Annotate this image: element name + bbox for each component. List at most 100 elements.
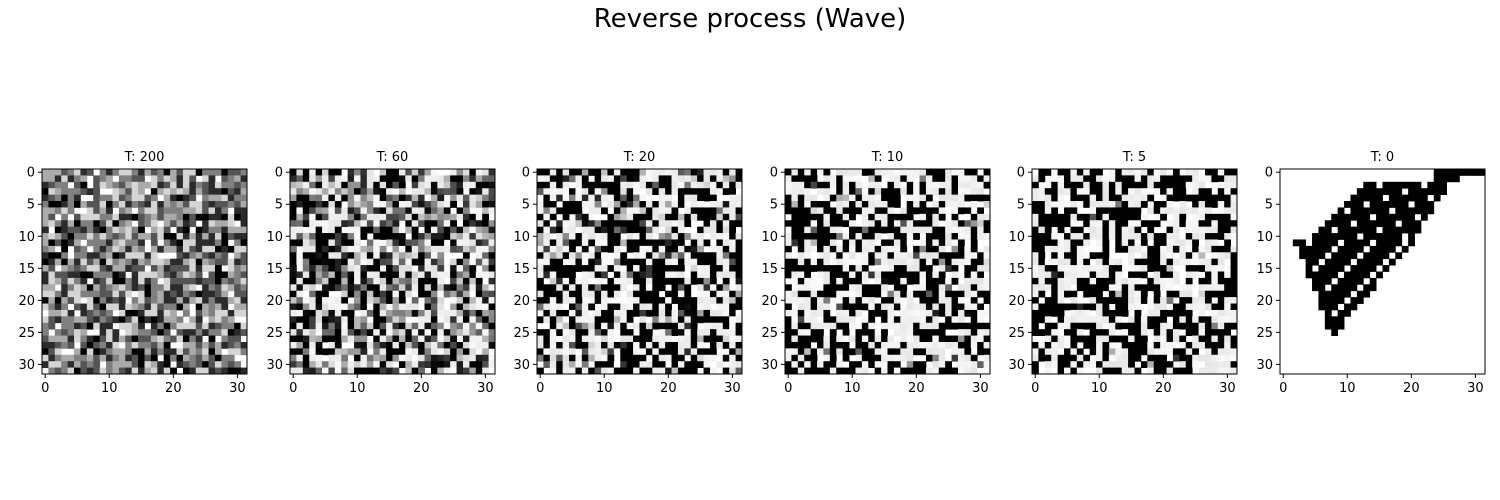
heatmap-cell [735, 367, 743, 375]
heatmap-cell [1134, 284, 1142, 292]
heatmap-cell [360, 367, 368, 375]
heatmap-cell [626, 169, 634, 176]
axes-frame [536, 168, 743, 375]
heatmap-cell [456, 213, 464, 221]
heatmap-cell [1185, 277, 1193, 285]
heatmap-cell [1076, 277, 1084, 285]
heatmap-cell [42, 335, 49, 343]
heatmap-cell [1185, 367, 1193, 375]
heatmap-cell [322, 226, 329, 234]
heatmap-cell [709, 252, 717, 260]
heatmap-cell [125, 188, 133, 196]
heatmap-cell [817, 220, 824, 228]
heatmap-cell [836, 361, 844, 368]
heatmap-cell [932, 181, 940, 189]
heatmap-cell [322, 284, 329, 292]
heatmap-cell [677, 233, 685, 240]
heatmap-cell [1083, 220, 1091, 228]
heatmap-cell [302, 213, 310, 221]
heatmap-cell [392, 341, 400, 349]
heatmap-cell [195, 169, 203, 176]
heatmap-cell [418, 335, 425, 343]
heatmap-cell [817, 271, 824, 279]
heatmap-cell [315, 322, 323, 330]
heatmap-cell [482, 348, 489, 356]
heatmap-cell [645, 329, 653, 336]
heatmap-cell [1363, 265, 1371, 272]
heatmap-cell [543, 245, 551, 253]
heatmap-cell [1076, 354, 1084, 362]
heatmap-cell [1096, 213, 1103, 221]
heatmap-cell [652, 284, 660, 292]
heatmap-cell [430, 207, 438, 215]
heatmap-cell [1096, 201, 1103, 208]
x-tick-label: 0 [41, 381, 49, 396]
heatmap-cell [938, 284, 946, 292]
heatmap-cell [1198, 284, 1206, 292]
heatmap-cell [170, 322, 177, 330]
heatmap-cell [176, 271, 184, 279]
heatmap-cell [1096, 284, 1103, 292]
heatmap-cell [716, 322, 724, 330]
heatmap-cell [626, 335, 634, 343]
heatmap-cell [1324, 316, 1332, 324]
heatmap-cell [703, 290, 711, 298]
heatmap-cell [1166, 245, 1174, 253]
heatmap-cell [118, 252, 126, 260]
heatmap-cell [1032, 284, 1039, 292]
heatmap-cell [1369, 258, 1377, 266]
heatmap-cell [588, 201, 596, 208]
heatmap-cell [970, 322, 978, 330]
heatmap-cell [163, 239, 171, 247]
heatmap-cell [893, 188, 901, 196]
heatmap-cell [1198, 188, 1206, 196]
heatmap-cell [418, 290, 425, 298]
heatmap-cell [488, 290, 496, 298]
heatmap-cell [74, 367, 81, 375]
heatmap-cell [601, 188, 608, 196]
heatmap-cell [906, 303, 914, 311]
heatmap-cell [626, 309, 634, 317]
heatmap-cell [202, 309, 209, 317]
heatmap-cell [334, 252, 342, 260]
heatmap-cell [1356, 245, 1364, 253]
heatmap-cell [437, 181, 445, 189]
heatmap-cell [658, 188, 666, 196]
heatmap-cell [475, 181, 483, 189]
heatmap-cell [900, 188, 908, 196]
heatmap-cell [703, 284, 711, 292]
heatmap-cell [690, 181, 698, 189]
heatmap-cell [450, 316, 457, 324]
heatmap-cell [322, 207, 329, 215]
heatmap-cell [1115, 233, 1123, 240]
heatmap-cell [1166, 258, 1174, 266]
heatmap-cell [1147, 303, 1155, 311]
heatmap-cell [977, 277, 984, 285]
heatmap-cell [1038, 284, 1046, 292]
heatmap-cell [709, 201, 717, 208]
heatmap-cell [855, 329, 863, 336]
heatmap-cell [1230, 335, 1238, 343]
heatmap-cell [549, 316, 557, 324]
heatmap-cell [594, 258, 602, 266]
heatmap-cell [328, 316, 336, 324]
heatmap-cell [214, 258, 222, 266]
heatmap-cell [1185, 303, 1193, 311]
heatmap-cell [785, 194, 792, 202]
heatmap-cell [1204, 226, 1212, 234]
heatmap-cell [138, 341, 145, 349]
heatmap-cell [861, 194, 869, 202]
heatmap-cell [1121, 367, 1129, 375]
heatmap-cell [42, 316, 49, 324]
heatmap-cell [639, 367, 647, 375]
heatmap-cell [881, 169, 888, 176]
heatmap-cell [1350, 265, 1358, 272]
heatmap-cell [1051, 271, 1059, 279]
heatmap-cell [1044, 341, 1052, 349]
heatmap-cell [86, 361, 94, 368]
heatmap-cell [1166, 265, 1174, 272]
heatmap-cell [118, 194, 126, 202]
heatmap-cell [951, 297, 959, 304]
heatmap-cell [983, 361, 991, 368]
heatmap-cell [106, 220, 113, 228]
